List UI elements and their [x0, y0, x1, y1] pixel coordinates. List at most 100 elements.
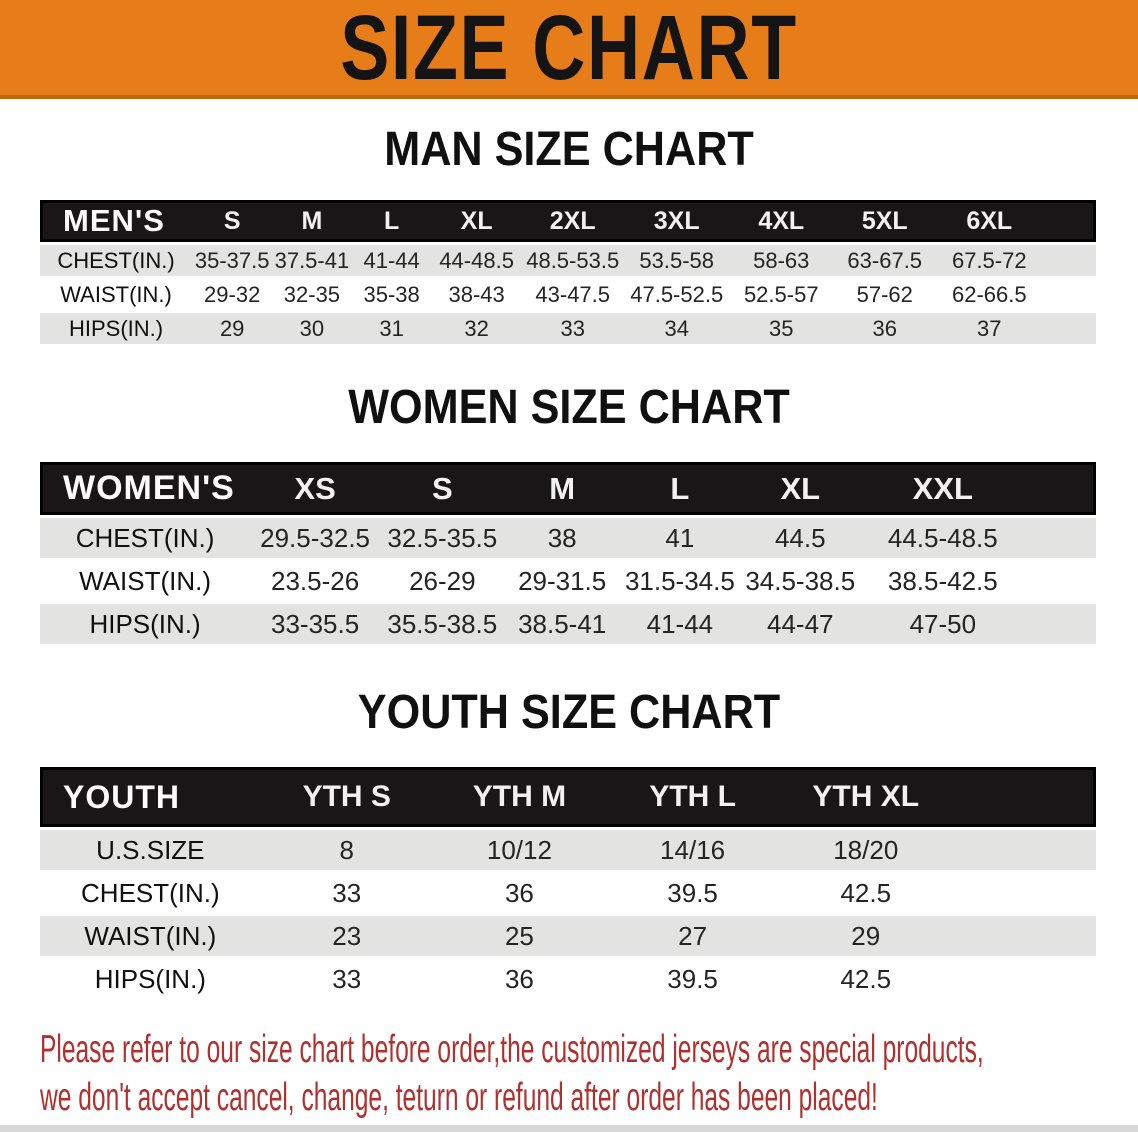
size-value-cell: 32 — [431, 313, 522, 344]
table-row: CHEST(IN.) 35-37.5 37.5-41 41-44 44-48.5 48.5… — [40, 245, 1096, 276]
table-row: WAIST(IN.) 29-32 32-35 35-38 38-43 43-47.5 47.… — [40, 279, 1096, 310]
header-row: YOUTH YTH S YTH M YTH L YTH XL — [40, 767, 1096, 827]
table-row: WAIST(IN.) 23 25 27 29 — [40, 916, 1096, 956]
size-column-header: M — [272, 200, 352, 242]
size-column-header: 3XL — [623, 200, 730, 242]
size-value-cell: 36 — [432, 959, 606, 999]
size-value-cell: 33 — [521, 313, 624, 344]
size-value-cell: 32.5-35.5 — [380, 518, 505, 558]
table-group-label: YOUTH — [40, 767, 261, 827]
men-size-table: MEN'S S M L XL 2XL 3XL 4XL 5XL 6XL CHEST(IN.) 35-37… — [40, 197, 1096, 347]
size-value-cell: 34.5-38.5 — [740, 561, 861, 601]
size-value-cell: 39.5 — [606, 959, 780, 999]
size-value-cell: 29.5-32.5 — [250, 518, 381, 558]
header-row: WOMEN'S XS S M L XL XXL — [40, 462, 1096, 515]
size-value-cell: 47.5-52.5 — [623, 279, 730, 310]
size-value-cell: 42.5 — [779, 959, 953, 999]
footer-note: Please refer to our size chart before or… — [0, 1026, 1138, 1122]
size-value-cell: 35 — [729, 313, 833, 344]
size-value-cell: 29-31.5 — [504, 561, 620, 601]
size-value-cell: 25 — [432, 916, 606, 956]
row-spacer — [952, 830, 1096, 870]
size-value-cell: 67.5-72 — [936, 245, 1043, 276]
row-label: HIPS(IN.) — [40, 313, 193, 344]
section-youth: YOUTH SIZE CHART YOUTH YTH S YTH M YTH L YTH … — [0, 689, 1138, 1002]
size-value-cell: 39.5 — [606, 873, 780, 913]
size-column-header: 6XL — [936, 200, 1043, 242]
size-value-cell: 27 — [606, 916, 780, 956]
size-value-cell: 38.5-41 — [504, 604, 620, 644]
size-value-cell: 36 — [432, 873, 606, 913]
size-value-cell: 31.5-34.5 — [619, 561, 741, 601]
header-spacer — [1025, 462, 1096, 515]
header-spacer — [952, 767, 1096, 827]
table-row: U.S.SIZE 8 10/12 14/16 18/20 — [40, 830, 1096, 870]
size-value-cell: 38 — [504, 518, 620, 558]
size-value-cell: 33 — [260, 959, 433, 999]
size-column-header: L — [619, 462, 741, 515]
size-value-cell: 52.5-57 — [729, 279, 833, 310]
footer-line-1: Please refer to our size chart before or… — [40, 1028, 984, 1071]
size-value-cell: 14/16 — [606, 830, 780, 870]
row-spacer — [1042, 313, 1096, 344]
row-spacer — [952, 959, 1096, 999]
size-value-cell: 38-43 — [431, 279, 522, 310]
row-label: WAIST(IN.) — [40, 279, 193, 310]
table-row: CHEST(IN.) 29.5-32.5 32.5-35.5 38 41 44.5 44.5… — [40, 518, 1096, 558]
table-row: CHEST(IN.) 33 36 39.5 42.5 — [40, 873, 1096, 913]
section-women: WOMEN SIZE CHART WOMEN'S XS S M L XL XXL CHEST(I… — [0, 384, 1138, 647]
row-label: HIPS(IN.) — [40, 959, 261, 999]
size-column-header: YTH XL — [779, 767, 953, 827]
size-value-cell: 35-38 — [351, 279, 432, 310]
table-group-label: MEN'S — [40, 200, 193, 242]
size-column-header: YTH L — [606, 767, 780, 827]
row-spacer — [952, 916, 1096, 956]
row-label: CHEST(IN.) — [40, 873, 261, 913]
size-column-header: 4XL — [729, 200, 833, 242]
size-value-cell: 44-47 — [740, 604, 861, 644]
size-column-header: YTH S — [260, 767, 433, 827]
row-spacer — [1042, 245, 1096, 276]
size-value-cell: 23 — [260, 916, 433, 956]
header-row: MEN'S S M L XL 2XL 3XL 4XL 5XL 6XL — [40, 200, 1096, 242]
size-value-cell: 44-48.5 — [431, 245, 522, 276]
size-value-cell: 36 — [833, 313, 937, 344]
size-column-header: XL — [431, 200, 522, 242]
size-column-header: XL — [740, 462, 861, 515]
footer-note-text: Please refer to our size chart before or… — [40, 1026, 1124, 1122]
size-value-cell: 62-66.5 — [936, 279, 1043, 310]
section-title-men: MAN SIZE CHART — [384, 123, 754, 176]
row-label: CHEST(IN.) — [40, 245, 193, 276]
size-value-cell: 29-32 — [192, 279, 273, 310]
header-spacer — [1042, 200, 1096, 242]
row-label: HIPS(IN.) — [40, 604, 251, 644]
size-column-header: XXL — [860, 462, 1026, 515]
size-column-header: YTH M — [432, 767, 606, 827]
size-value-cell: 58-63 — [729, 245, 833, 276]
size-value-cell: 34 — [623, 313, 730, 344]
size-value-cell: 53.5-58 — [623, 245, 730, 276]
row-label: U.S.SIZE — [40, 830, 261, 870]
size-value-cell: 29 — [779, 916, 953, 956]
size-column-header: 2XL — [521, 200, 624, 242]
size-value-cell: 18/20 — [779, 830, 953, 870]
row-label: WAIST(IN.) — [40, 561, 251, 601]
size-value-cell: 37 — [936, 313, 1043, 344]
row-spacer — [1025, 561, 1096, 601]
size-chart-sections: MAN SIZE CHART MEN'S S M L XL 2XL 3XL 4XL 5XL 6XL C… — [0, 126, 1138, 1002]
size-column-header: S — [380, 462, 505, 515]
size-value-cell: 41-44 — [351, 245, 432, 276]
row-spacer — [1025, 518, 1096, 558]
bottom-edge-strip — [0, 1125, 1138, 1132]
size-value-cell: 38.5-42.5 — [860, 561, 1026, 601]
size-value-cell: 31 — [351, 313, 432, 344]
size-value-cell: 48.5-53.5 — [521, 245, 624, 276]
size-value-cell: 32-35 — [272, 279, 352, 310]
size-value-cell: 29 — [192, 313, 273, 344]
row-spacer — [1025, 604, 1096, 644]
footer-line-2: we don't accept cancel, change, teturn o… — [40, 1076, 878, 1119]
size-value-cell: 23.5-26 — [250, 561, 381, 601]
size-column-header: L — [351, 200, 432, 242]
size-column-header: S — [192, 200, 273, 242]
